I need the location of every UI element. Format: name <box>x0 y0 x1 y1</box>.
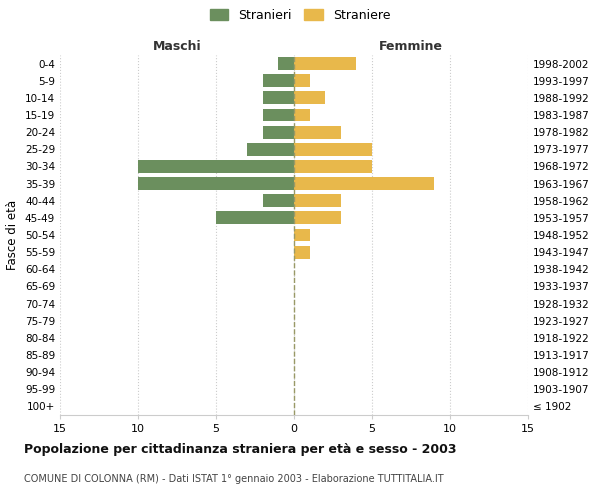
Bar <box>263 92 294 104</box>
Bar <box>294 108 310 122</box>
Bar <box>138 160 294 173</box>
Bar <box>216 212 294 224</box>
Y-axis label: Anni di nascita: Anni di nascita <box>598 192 600 278</box>
Bar <box>294 143 372 156</box>
Bar <box>263 108 294 122</box>
Bar <box>294 228 310 241</box>
Bar <box>247 143 294 156</box>
Bar <box>294 194 341 207</box>
Bar <box>294 212 341 224</box>
Bar <box>294 246 310 258</box>
Text: Maschi: Maschi <box>152 40 202 52</box>
Y-axis label: Fasce di età: Fasce di età <box>7 200 19 270</box>
Bar <box>278 57 294 70</box>
Bar <box>263 194 294 207</box>
Bar <box>294 92 325 104</box>
Bar <box>294 126 341 138</box>
Text: COMUNE DI COLONNA (RM) - Dati ISTAT 1° gennaio 2003 - Elaborazione TUTTITALIA.IT: COMUNE DI COLONNA (RM) - Dati ISTAT 1° g… <box>24 474 443 484</box>
Bar <box>294 57 356 70</box>
Bar <box>294 160 372 173</box>
Bar <box>294 74 310 87</box>
Bar <box>263 74 294 87</box>
Legend: Stranieri, Straniere: Stranieri, Straniere <box>207 6 393 24</box>
Text: Popolazione per cittadinanza straniera per età e sesso - 2003: Popolazione per cittadinanza straniera p… <box>24 442 457 456</box>
Bar <box>263 126 294 138</box>
Bar <box>138 177 294 190</box>
Text: Femmine: Femmine <box>379 40 443 52</box>
Bar <box>294 177 434 190</box>
